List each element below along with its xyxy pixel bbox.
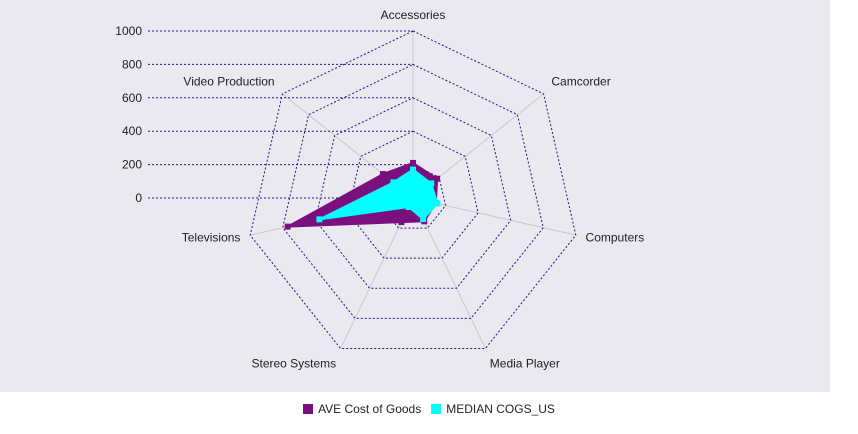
legend: AVE Cost of Goods MEDIAN COGS_US bbox=[0, 402, 858, 416]
series-point bbox=[398, 219, 405, 226]
series-point bbox=[434, 175, 441, 182]
series-point bbox=[420, 216, 427, 223]
series-point bbox=[284, 223, 291, 230]
series-point bbox=[379, 171, 386, 178]
series-point bbox=[405, 204, 412, 211]
category-label: Accessories bbox=[381, 8, 446, 22]
category-label: Stereo Systems bbox=[251, 356, 336, 370]
legend-swatch-median-cogs bbox=[431, 404, 442, 414]
r-tick-label: 0 bbox=[135, 191, 142, 205]
series-point bbox=[410, 159, 416, 166]
legend-item-median-cogs[interactable]: MEDIAN COGS_US bbox=[431, 402, 555, 416]
series-point bbox=[390, 179, 397, 186]
series-point bbox=[316, 216, 323, 223]
series-point bbox=[428, 180, 435, 187]
series-point bbox=[434, 200, 441, 207]
r-tick-label: 200 bbox=[122, 158, 142, 172]
legend-label-ave-cost: AVE Cost of Goods bbox=[318, 402, 422, 416]
category-label: Media Player bbox=[490, 356, 560, 370]
r-tick-label: 1000 bbox=[115, 24, 142, 38]
category-label: Televisions bbox=[182, 230, 241, 244]
category-label: Camcorder bbox=[551, 75, 610, 89]
grid-ring bbox=[282, 63, 544, 319]
series-point bbox=[410, 166, 416, 173]
r-tick-label: 400 bbox=[122, 124, 142, 138]
grid-ring bbox=[249, 30, 577, 349]
legend-swatch-ave-cost bbox=[303, 404, 314, 414]
legend-item-ave-cost[interactable]: AVE Cost of Goods bbox=[303, 402, 421, 416]
grid-ring bbox=[314, 97, 512, 289]
category-label: Computers bbox=[586, 230, 645, 244]
r-tick-label: 600 bbox=[122, 91, 142, 105]
r-tick-label: 800 bbox=[122, 57, 142, 71]
legend-label-median-cogs: MEDIAN COGS_US bbox=[446, 402, 555, 416]
category-label: Video Production bbox=[183, 75, 274, 89]
